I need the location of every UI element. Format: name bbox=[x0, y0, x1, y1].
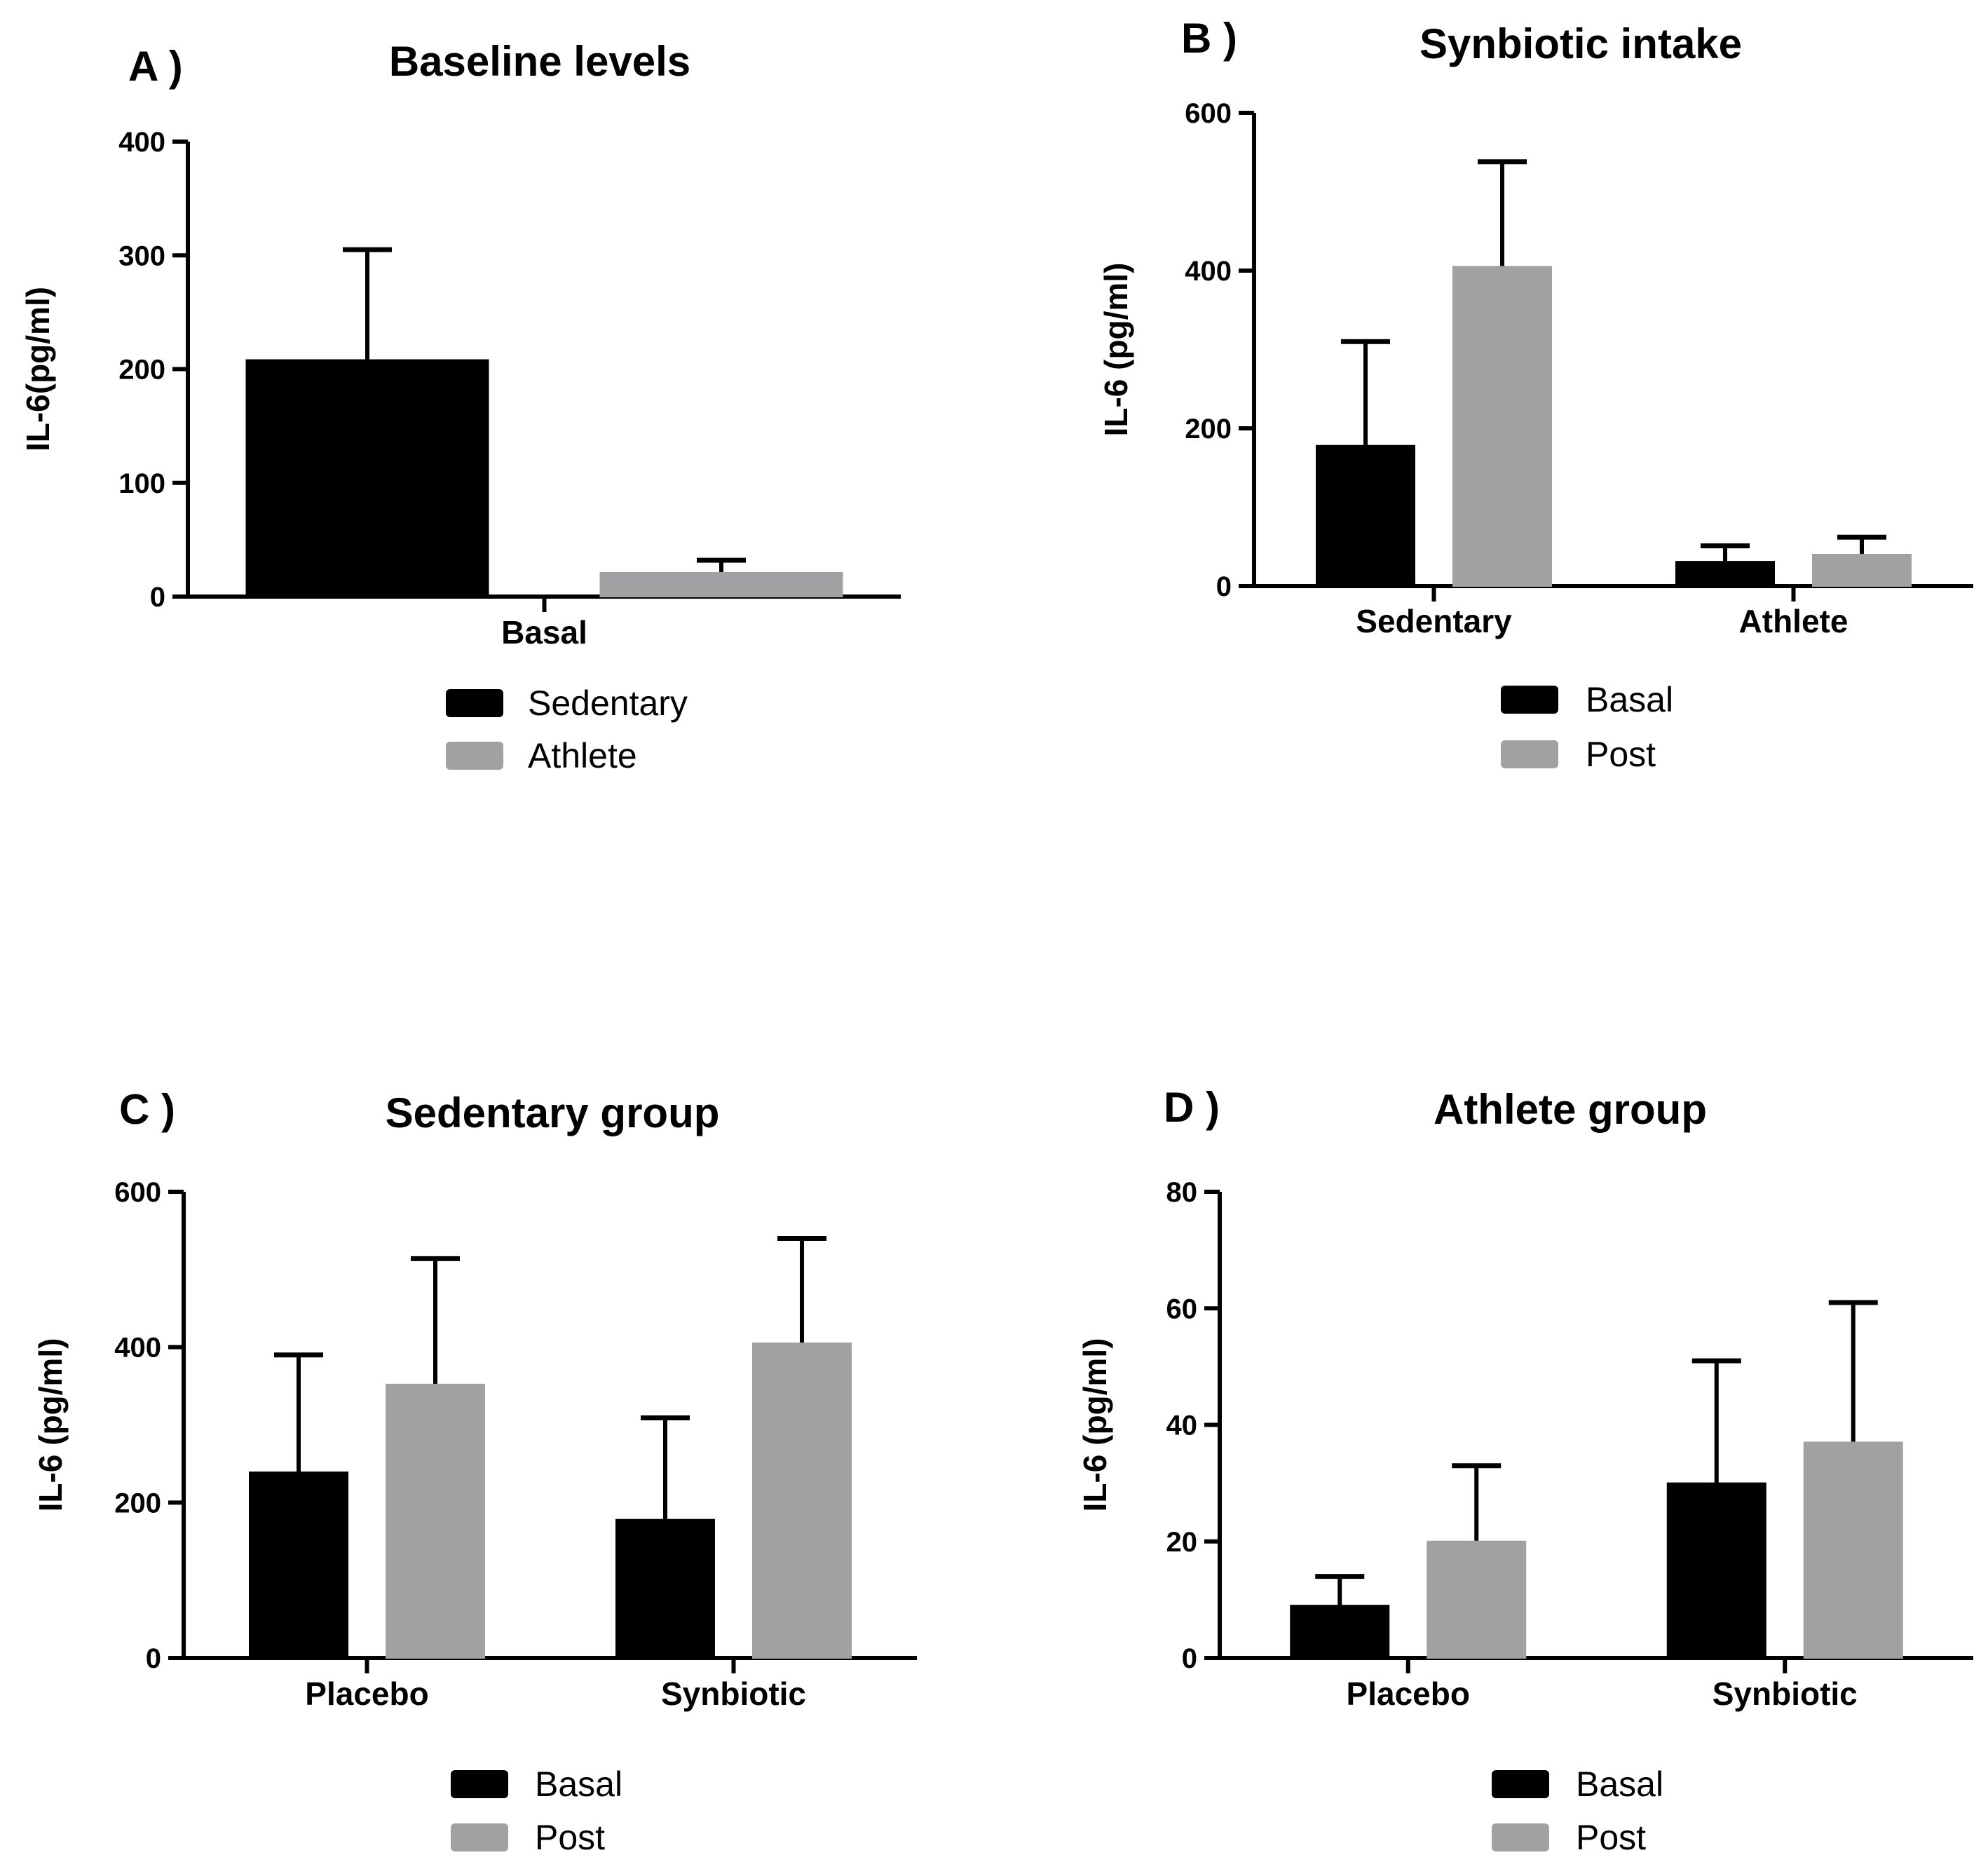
y-tick-label: 100 bbox=[118, 468, 165, 499]
panel-label: C ) bbox=[119, 1086, 175, 1133]
x-category-label: Synbiotic bbox=[661, 1676, 806, 1712]
bar bbox=[1666, 1482, 1766, 1659]
chart-panel-c: C ) Sedentary group IL-6 (pg/ml) 0 200 400 600… bbox=[32, 1086, 917, 1857]
y-tick-label: 80 bbox=[1166, 1177, 1198, 1208]
chart-title: Synbiotic intake bbox=[1419, 20, 1742, 67]
x-category-label: Placebo bbox=[1347, 1676, 1470, 1712]
bar bbox=[615, 1518, 715, 1659]
y-tick-label: 60 bbox=[1166, 1293, 1198, 1324]
legend-label: Post bbox=[1586, 735, 1656, 774]
legend-swatch bbox=[1501, 686, 1558, 714]
y-tick-label: 200 bbox=[1185, 414, 1232, 444]
y-axis-label: IL-6 (pg/ml) bbox=[1077, 1338, 1113, 1512]
y-tick-label: 400 bbox=[118, 127, 165, 158]
bar bbox=[386, 1383, 485, 1659]
legend-swatch bbox=[1492, 1823, 1549, 1851]
x-category-label: Placebo bbox=[305, 1676, 428, 1712]
panel-label: B ) bbox=[1181, 15, 1237, 62]
legend-label: Post bbox=[535, 1818, 605, 1857]
chart-title: Sedentary group bbox=[386, 1089, 720, 1136]
panel-label: A ) bbox=[128, 43, 183, 90]
y-tick-label: 600 bbox=[1185, 98, 1232, 129]
y-tick-label: 300 bbox=[118, 240, 165, 271]
bar bbox=[1316, 444, 1415, 587]
legend-swatch bbox=[451, 1823, 508, 1851]
legend-label: Basal bbox=[535, 1765, 622, 1804]
bar bbox=[1803, 1441, 1903, 1659]
y-tick-label: 40 bbox=[1166, 1411, 1198, 1441]
x-category-label: Synbiotic bbox=[1713, 1676, 1858, 1712]
y-tick-label: 600 bbox=[114, 1177, 161, 1208]
legend-label: Athlete bbox=[528, 736, 637, 775]
y-tick-label: 200 bbox=[114, 1488, 161, 1518]
bar bbox=[599, 571, 843, 597]
bar bbox=[1675, 561, 1775, 587]
y-tick-label: 0 bbox=[150, 582, 165, 613]
bar bbox=[1452, 266, 1552, 587]
chart-panel-b: B ) Synbiotic intake IL-6 (pg/ml) 0 200 400 60… bbox=[1098, 15, 1973, 774]
legend-label: Basal bbox=[1586, 680, 1673, 719]
y-tick-label: 0 bbox=[1216, 571, 1232, 602]
legend-label: Post bbox=[1576, 1818, 1646, 1857]
legend-label: Basal bbox=[1576, 1765, 1663, 1804]
legend-swatch bbox=[1492, 1770, 1549, 1798]
chart-panel-d: D ) Athlete group IL-6 (pg/ml) 0 20 40 60 80 Pla… bbox=[1077, 1084, 1973, 1857]
y-axis-label: IL-6(pg/ml) bbox=[20, 287, 56, 451]
y-tick-label: 400 bbox=[1185, 256, 1232, 287]
chart-panel-a: A ) Baseline levels IL-6(pg/ml) 0 100 200 300 4… bbox=[20, 38, 901, 775]
bar bbox=[1290, 1605, 1390, 1659]
x-category-label: Basal bbox=[501, 614, 587, 651]
legend-label: Sedentary bbox=[528, 684, 688, 723]
legend-swatch bbox=[1501, 740, 1558, 768]
chart-title: Athlete group bbox=[1434, 1086, 1707, 1133]
bar bbox=[1427, 1540, 1527, 1659]
y-tick-label: 0 bbox=[146, 1643, 161, 1674]
y-axis-label: IL-6 (pg/ml) bbox=[32, 1338, 69, 1512]
bar bbox=[752, 1343, 852, 1659]
x-category-label: Sedentary bbox=[1356, 603, 1512, 639]
y-axis-label: IL-6 (pg/ml) bbox=[1098, 263, 1134, 437]
bar bbox=[249, 1471, 348, 1659]
legend-swatch bbox=[446, 689, 503, 717]
legend-swatch bbox=[446, 742, 503, 770]
bar bbox=[1812, 554, 1912, 587]
y-tick-label: 200 bbox=[118, 355, 165, 386]
x-category-label: Athlete bbox=[1739, 603, 1849, 639]
panel-label: D ) bbox=[1164, 1084, 1220, 1131]
chart-title: Baseline levels bbox=[389, 38, 690, 85]
y-tick-label: 400 bbox=[114, 1333, 161, 1364]
y-tick-label: 20 bbox=[1166, 1527, 1198, 1558]
legend-swatch bbox=[451, 1770, 508, 1798]
bar bbox=[245, 359, 489, 598]
y-tick-label: 0 bbox=[1182, 1643, 1197, 1674]
